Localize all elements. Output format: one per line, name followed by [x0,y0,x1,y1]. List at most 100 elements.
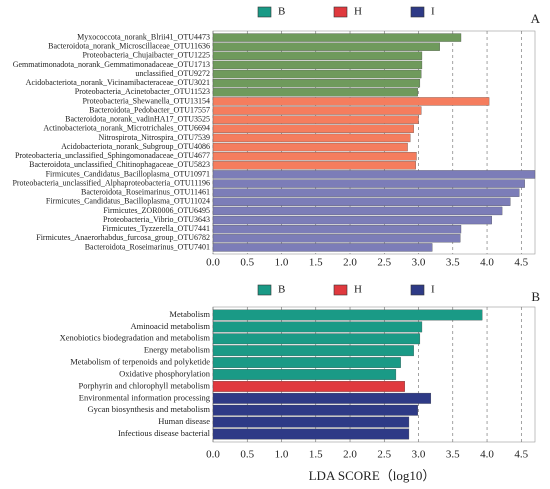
bar [212,88,418,97]
category-label: Environmental information processing [79,392,211,402]
x-tick-label: 2.0 [343,257,357,269]
x-tick-label: 4.5 [514,257,528,269]
x-tick-label: 3.5 [446,449,460,461]
bar [212,170,536,179]
legend-swatch [257,6,272,18]
category-label: Myxococcota_norank_Blrii41_OTU4473 [77,32,210,41]
x-tick-label: 0.5 [240,449,254,461]
bar [212,124,414,133]
bar [212,33,462,42]
category-label: Aminoacid metabolism [130,321,210,331]
x-tick-label: 1.0 [275,449,289,461]
category-label: Bacteroidota_Roseimarinus_OTU7401 [85,242,210,251]
category-label: Oxidative phosphorylation [119,368,211,378]
x-tick-label: 4.5 [514,449,528,461]
x-tick-label: 0.0 [206,257,220,269]
bar [212,428,410,440]
legend-swatch [410,284,425,296]
bar [212,51,423,60]
bar [212,188,520,197]
category-label: Metabolism [169,309,210,319]
legend-label: B [278,6,285,18]
category-label: Xenobiotics biodegradation and metabolis… [60,333,211,343]
category-label: Proteobacteria_Vibrio_OTU3643 [103,215,210,224]
plot-frame [212,30,536,255]
x-tick-label: 0.5 [240,257,254,269]
legend-swatch [410,6,425,18]
bar [212,60,423,70]
legend-label: H [354,6,362,18]
category-label: Proteobacteria_unclassified_Alphaproteob… [12,178,210,187]
category-label: Gycan biosynthesis and metabolism [87,404,210,414]
x-tick-label: 1.5 [309,449,323,461]
category-label: Proteobacteria_Acinetobacter_OTU11523 [75,87,210,96]
category-label: Acidobacteriota_norank_Subgroup_OTU4086 [61,142,210,151]
x-axis-label: LDA SCORE（log10） [309,468,436,483]
legend-swatch [333,284,348,296]
bar [212,106,422,115]
bar [212,69,422,79]
category-label: Gemmatimonadota_norank_Gemmatimonadaceae… [13,60,210,69]
legend-label: I [431,284,435,296]
x-tick-label: 3.0 [412,449,426,461]
category-label: Infectious disease bacterial [118,428,211,438]
bar [212,97,490,106]
legend-label: H [354,284,362,296]
category-label: Firmicutes_Anaerorhabdus_furcosa_group_O… [36,233,210,242]
category-label: Firmicutes_Candidatus_Bacilloplasma_OTU1… [46,169,210,178]
bar [212,206,503,216]
bar [212,392,432,404]
category-label: Proteobacteria_Chujaibacter_OTU1225 [82,51,210,60]
bar [212,133,411,143]
bar [212,404,418,416]
category-label: unclassified_OTU9272 [135,69,210,78]
category-label: Proteobacteria_Shewanella_OTU13154 [82,96,210,105]
bar [212,42,440,51]
bar [212,161,416,170]
x-tick-label: 2.5 [377,257,391,269]
category-label: Actinobacteriota_norank_Microtrichales_O… [43,124,210,133]
x-tick-label: 1.5 [309,257,323,269]
bar [212,234,461,243]
panel-label: B [531,289,540,304]
x-tick-label: 2.0 [343,449,357,461]
legend-label: B [278,284,285,296]
legend-swatch [257,284,272,296]
category-label: Acidobacteriota_norank_Vicinamibacterace… [26,78,210,87]
bar [212,179,525,188]
category-label: Proteobacteria_unclassified_Sphingomonad… [15,151,210,160]
bar [212,243,433,252]
bar [212,333,421,345]
category-label: Bacteroidota_unclassified_Chitinophagace… [29,160,210,169]
category-label: Human disease [158,416,210,426]
x-tick-label: 4.0 [480,257,494,269]
category-label: Metabolism of terpenoids and polyketide [70,357,210,367]
bar [212,79,421,88]
category-label: Bacteroidota_norank_vadinHA17_OTU3525 [65,115,210,124]
bar [212,345,414,357]
bar [212,309,483,321]
bar [212,416,410,428]
category-label: Bacteroidota_Pedobacter_OTU17557 [89,105,210,114]
bar [212,225,462,234]
bar [212,381,405,392]
x-tick-label: 0.0 [206,449,220,461]
panel-label: A [531,11,541,26]
category-label: Bacteroidota_Roseimarinus_OTU11461 [81,188,210,197]
x-tick-label: 1.0 [275,257,289,269]
x-tick-label: 3.0 [412,257,426,269]
bar [212,115,419,124]
bar [212,369,397,380]
bar [212,357,401,368]
x-tick-label: 4.0 [480,449,494,461]
category-label: Energy metabolism [144,345,211,355]
x-tick-label: 2.5 [377,449,391,461]
bar [212,152,417,161]
bar [212,215,492,225]
category-label: Bacteroidota_norank_Microscillaceae_OTU1… [48,42,210,51]
legend-label: I [431,6,435,18]
bar [212,321,423,333]
category-label: Nitrospirota_Nitrospira_OTU7539 [98,133,210,142]
bar [212,142,408,152]
